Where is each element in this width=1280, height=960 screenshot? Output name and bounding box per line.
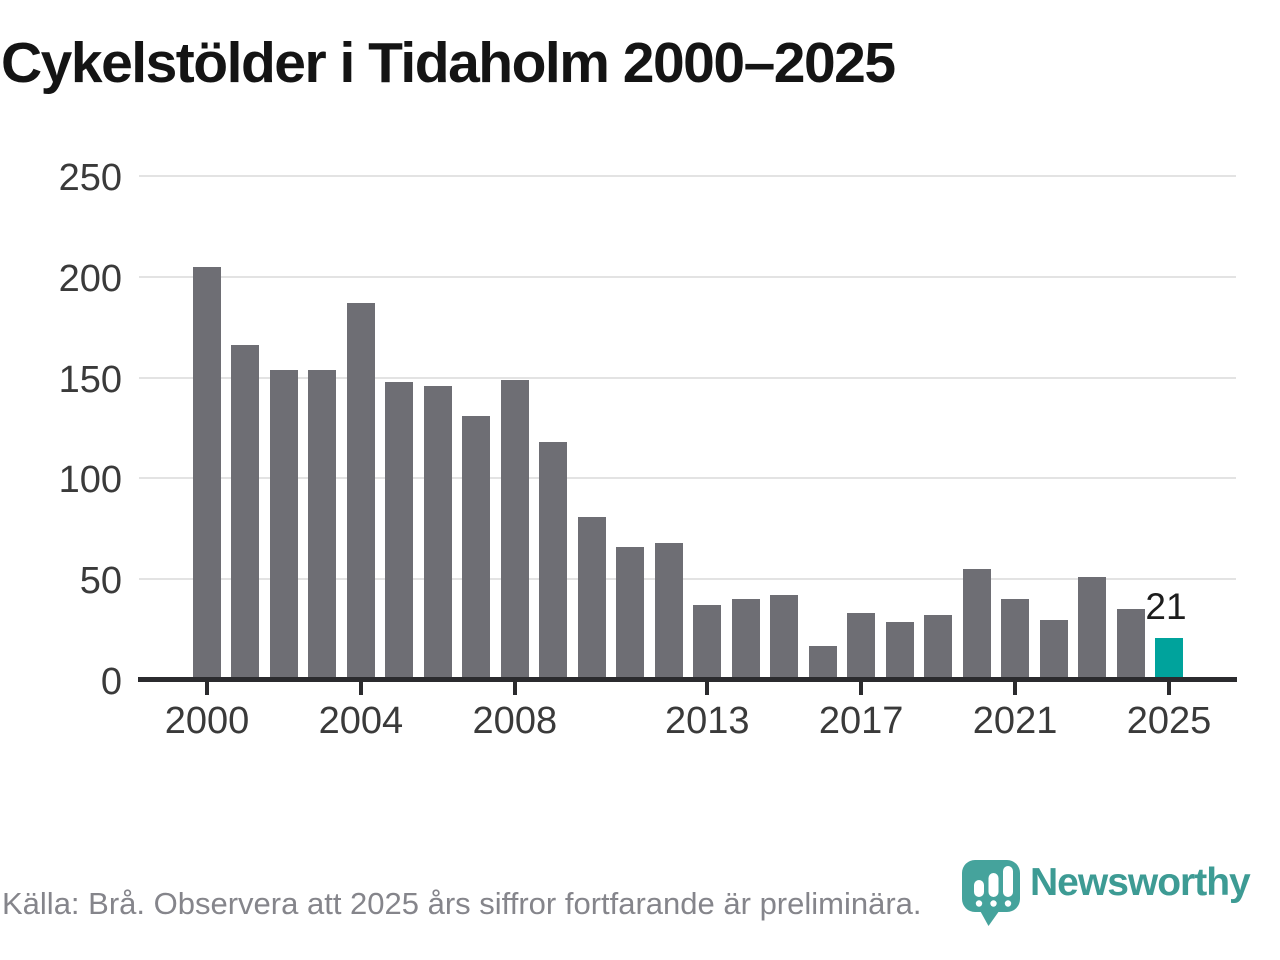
x-axis-tick [1013,682,1018,695]
x-axis-label: 2013 [664,700,750,742]
bar [1039,619,1068,680]
x-axis-label: 2025 [1126,700,1212,742]
x-axis-label: 2017 [818,700,904,742]
y-axis-label: 100 [58,459,122,502]
x-axis-tick [205,682,209,695]
y-axis-label: 250 [58,157,122,199]
x-axis-tick [705,682,710,695]
chart-title: Cykelstölder i Tidaholm 2000–2025 [1,31,896,95]
x-axis-tick [512,682,517,695]
x-axis-tick [859,682,864,695]
bar [539,442,568,680]
bar [693,605,722,680]
source-note: Källa: Brå. Observera att 2025 års siffr… [2,886,922,921]
bar [385,381,414,680]
bar [808,645,837,680]
y-axis-label: 200 [58,257,122,300]
x-axis-tick [1167,682,1171,695]
bar [269,369,298,680]
bar [654,542,683,680]
x-axis-label: 2004 [318,700,404,742]
newsworthy-wordmark: Newsworthy [1030,861,1251,904]
bar [346,303,375,680]
bar [885,621,914,680]
bar [1078,577,1107,680]
bar [1155,637,1183,680]
bar [500,379,529,680]
bar [847,613,876,680]
gridline [139,275,1236,278]
x-axis-tick [358,682,363,695]
bar [423,385,452,680]
bar [1116,609,1145,680]
gridline [139,477,1236,480]
bar [616,546,645,680]
x-axis-line [138,677,1237,682]
newsworthy-bars-pin-icon [962,860,1020,926]
bar [924,615,953,680]
x-axis-label: 2021 [972,700,1058,742]
bar [1001,599,1030,680]
gridline [139,175,1236,177]
gridline [139,376,1236,379]
bar [770,595,799,680]
bar [731,599,760,680]
y-axis-label: 50 [79,560,122,603]
bar [193,266,221,680]
x-axis-label: 2000 [164,700,250,742]
bar [962,569,991,680]
x-axis-label: 2008 [472,700,558,742]
bar-value-label: 21 [1145,585,1187,627]
y-axis-label: 0 [100,661,122,703]
y-axis-label: 150 [58,358,122,401]
bar [231,345,260,680]
gridline [139,578,1236,581]
newsworthy-logo: Newsworthy [962,860,1251,928]
bar [462,415,491,680]
bar [308,369,337,680]
bar [577,516,606,680]
